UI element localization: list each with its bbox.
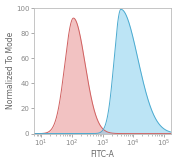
Y-axis label: Normalized To Mode: Normalized To Mode [5, 32, 15, 109]
X-axis label: FITC-A: FITC-A [91, 150, 115, 159]
